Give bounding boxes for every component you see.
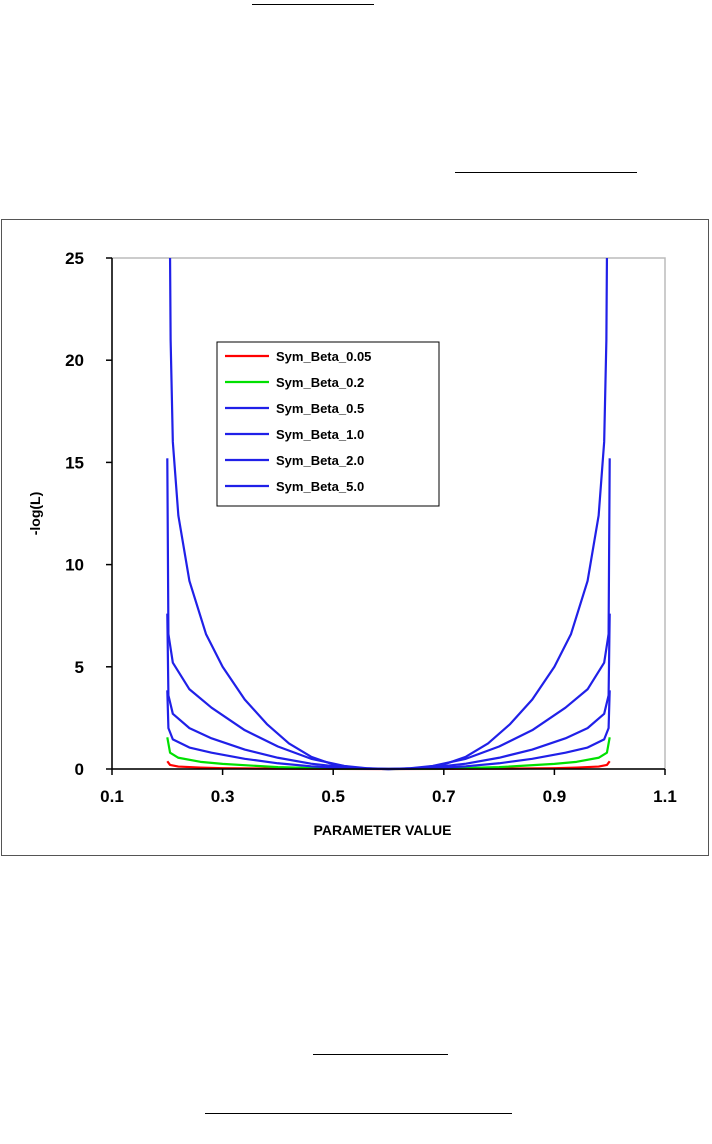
legend-label: Sym_Beta_2.0 (276, 453, 364, 468)
x-tick-label: 0.3 (211, 787, 235, 806)
chart-frame: 0.1 0.3 0.5 0.7 0.9 1.1 0 5 10 15 20 25 PARAMETER … (1, 219, 709, 856)
legend-box (216, 341, 440, 507)
legend-label: Sym_Beta_1.0 (276, 427, 364, 442)
y-tick-label: 15 (65, 453, 84, 472)
y-tick-label: 10 (65, 556, 84, 575)
legend-label: Sym_Beta_0.05 (276, 349, 371, 364)
x-axis-title: PARAMETER VALUE (314, 822, 452, 838)
legend: Sym_Beta_0.05 Sym_Beta_0.2 Sym_Beta_0.5 Sym… (216, 341, 440, 507)
x-tick-label: 1.1 (653, 787, 677, 806)
y-tick-label: 5 (75, 658, 84, 677)
plot-area (111, 257, 666, 770)
text-underline-2 (455, 172, 637, 173)
y-ticks: 0 5 10 15 20 25 (65, 249, 112, 779)
x-tick-label: 0.1 (100, 787, 124, 806)
text-underline-1 (252, 4, 374, 5)
x-tick-label: 0.5 (321, 787, 345, 806)
legend-label: Sym_Beta_0.2 (276, 375, 364, 390)
chart-plot: 0.1 0.3 0.5 0.7 0.9 1.1 0 5 10 15 20 25 PARAMETER … (27, 249, 677, 838)
x-tick-label: 0.9 (543, 787, 567, 806)
x-ticks: 0.1 0.3 0.5 0.7 0.9 1.1 (100, 769, 677, 806)
y-tick-label: 25 (65, 249, 84, 268)
y-tick-label: 0 (75, 760, 84, 779)
y-tick-label: 20 (65, 351, 84, 370)
legend-label: Sym_Beta_0.5 (276, 401, 364, 416)
y-axis-title: -log(L) (27, 492, 43, 536)
text-underline-3 (313, 1054, 448, 1055)
legend-label: Sym_Beta_5.0 (276, 479, 364, 494)
x-tick-label: 0.7 (432, 787, 456, 806)
text-underline-4 (205, 1113, 512, 1114)
